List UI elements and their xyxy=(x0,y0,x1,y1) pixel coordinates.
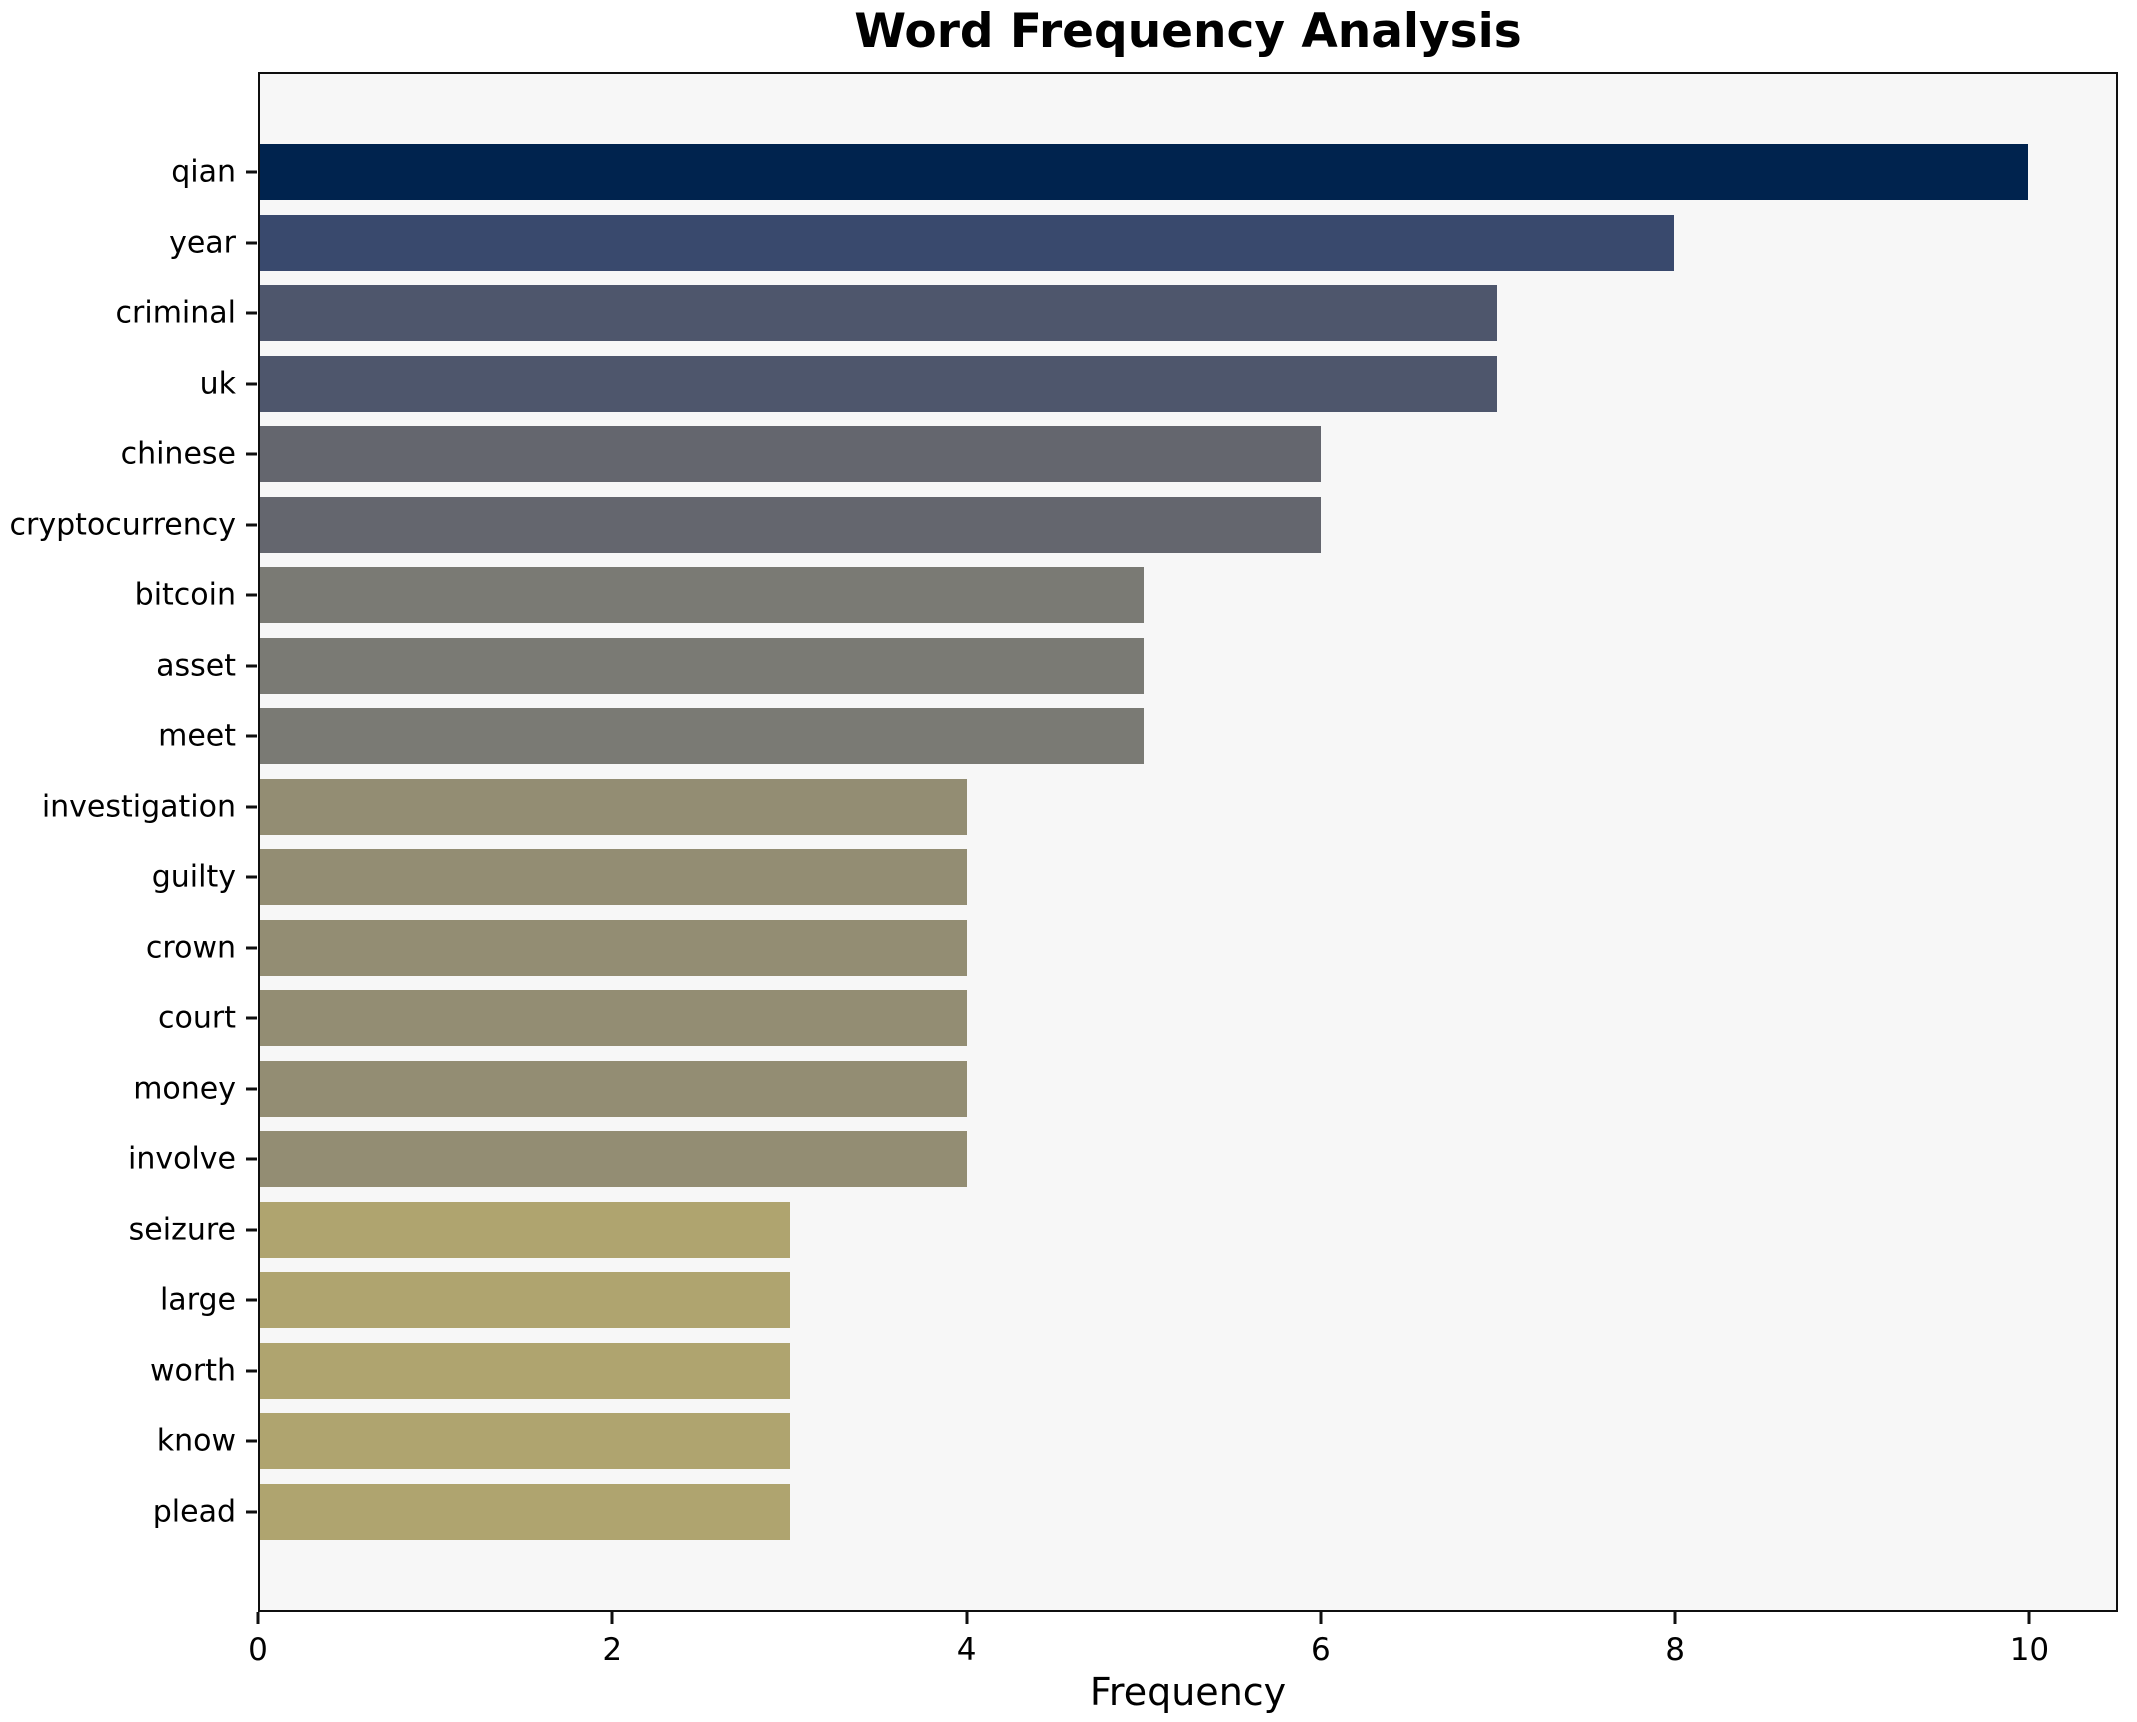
y-tick xyxy=(246,593,257,597)
bar xyxy=(260,285,1498,342)
y-tick xyxy=(246,946,257,950)
y-tick xyxy=(246,1016,257,1020)
bar xyxy=(260,496,1321,553)
bar-row: year xyxy=(169,208,2116,279)
x-axis-ticks: 0 2 4 6 8 10 xyxy=(248,1612,2118,1682)
y-tick-label: year xyxy=(169,225,236,261)
bar xyxy=(260,990,968,1047)
y-tick-label: seizure xyxy=(128,1212,236,1248)
y-tick-label: cryptocurrency xyxy=(9,507,236,543)
x-tick-label: 2 xyxy=(602,1632,623,1668)
y-tick-label: asset xyxy=(156,648,236,684)
y-tick xyxy=(246,1369,257,1373)
y-tick xyxy=(246,170,257,174)
bar xyxy=(260,1060,968,1117)
bar-row: qian xyxy=(171,137,2116,208)
bar-row: court xyxy=(158,983,2116,1054)
x-tick xyxy=(256,1612,260,1624)
y-tick-label: involve xyxy=(127,1141,236,1177)
bar-row: seizure xyxy=(129,1195,2116,1266)
y-tick xyxy=(246,523,257,527)
y-tick-label: large xyxy=(159,1282,236,1318)
bar-row: cryptocurrency xyxy=(10,490,2116,561)
y-tick-label: know xyxy=(156,1423,236,1459)
y-tick-label: money xyxy=(133,1071,236,1107)
bar xyxy=(260,1483,791,1540)
y-tick xyxy=(246,452,257,456)
y-tick xyxy=(246,805,257,809)
bar-row: asset xyxy=(156,631,2116,702)
bar-row: crown xyxy=(146,913,2116,984)
x-tick xyxy=(2027,1612,2031,1624)
y-tick xyxy=(246,241,257,245)
y-tick-label: worth xyxy=(149,1353,236,1389)
x-tick-label: 0 xyxy=(248,1632,268,1668)
x-tick xyxy=(965,1612,969,1624)
y-tick xyxy=(246,311,257,315)
bar xyxy=(260,1272,791,1329)
x-tick-label: 4 xyxy=(956,1632,977,1668)
y-tick-label: investigation xyxy=(41,789,236,825)
bar-row: chinese xyxy=(121,419,2116,490)
bar-row: guilty xyxy=(152,842,2116,913)
y-tick-label: guilty xyxy=(151,859,236,895)
bar xyxy=(260,637,1144,694)
bar-row: plead xyxy=(153,1477,2116,1548)
x-axis-label: Frequency xyxy=(1089,1670,1287,1714)
y-tick-label: criminal xyxy=(115,295,236,331)
y-tick xyxy=(246,875,257,879)
bar xyxy=(260,849,968,906)
bar xyxy=(260,144,2028,201)
bar xyxy=(260,1201,791,1258)
bar xyxy=(260,426,1321,483)
bar xyxy=(260,778,968,835)
bar-row: involve xyxy=(128,1124,2116,1195)
bar-row: money xyxy=(133,1054,2116,1125)
y-tick-label: qian xyxy=(171,154,236,190)
bar-row: large xyxy=(160,1265,2116,1336)
bar xyxy=(260,355,1498,412)
bar-row: know xyxy=(157,1406,2116,1477)
x-tick-label: 8 xyxy=(1665,1632,1686,1668)
bar-row: criminal xyxy=(116,278,2116,349)
bar-row: uk xyxy=(200,349,2116,420)
y-tick xyxy=(246,382,257,386)
y-tick-label: uk xyxy=(199,366,236,402)
y-tick xyxy=(246,1298,257,1302)
bar xyxy=(260,919,968,976)
plot-area: qian year criminal uk chinese cryptocurrency b… xyxy=(10,72,2118,1612)
y-tick xyxy=(246,1439,257,1443)
y-tick xyxy=(246,1157,257,1161)
bar xyxy=(260,567,1144,624)
y-tick xyxy=(246,734,257,738)
y-tick-label: court xyxy=(158,1000,236,1036)
y-tick-label: chinese xyxy=(120,436,236,472)
bar xyxy=(260,1342,791,1399)
y-tick-label: meet xyxy=(158,718,236,754)
x-tick xyxy=(610,1612,614,1624)
y-tick xyxy=(246,1228,257,1232)
bar xyxy=(260,1131,968,1188)
x-tick xyxy=(1673,1612,1677,1624)
bar-row: meet xyxy=(158,701,2116,772)
bar-row: investigation xyxy=(42,772,2116,843)
y-tick xyxy=(246,1510,257,1514)
x-tick xyxy=(1319,1612,1323,1624)
x-tick-label: 6 xyxy=(1310,1632,1331,1668)
y-tick-label: plead xyxy=(152,1494,236,1530)
bar xyxy=(260,1413,791,1470)
x-tick-label: 10 xyxy=(2009,1632,2050,1668)
y-tick-label: bitcoin xyxy=(134,577,236,613)
bar-row: worth xyxy=(150,1336,2116,1407)
bar xyxy=(260,214,1675,271)
y-tick xyxy=(246,1087,257,1091)
y-tick xyxy=(246,664,257,668)
y-tick-label: crown xyxy=(145,930,236,966)
bar-row: bitcoin xyxy=(135,560,2116,631)
bar xyxy=(260,708,1144,765)
chart-title: Word Frequency Analysis xyxy=(854,4,1522,59)
bars-container: qian year criminal uk chinese cryptocurrency b… xyxy=(10,137,2116,1548)
